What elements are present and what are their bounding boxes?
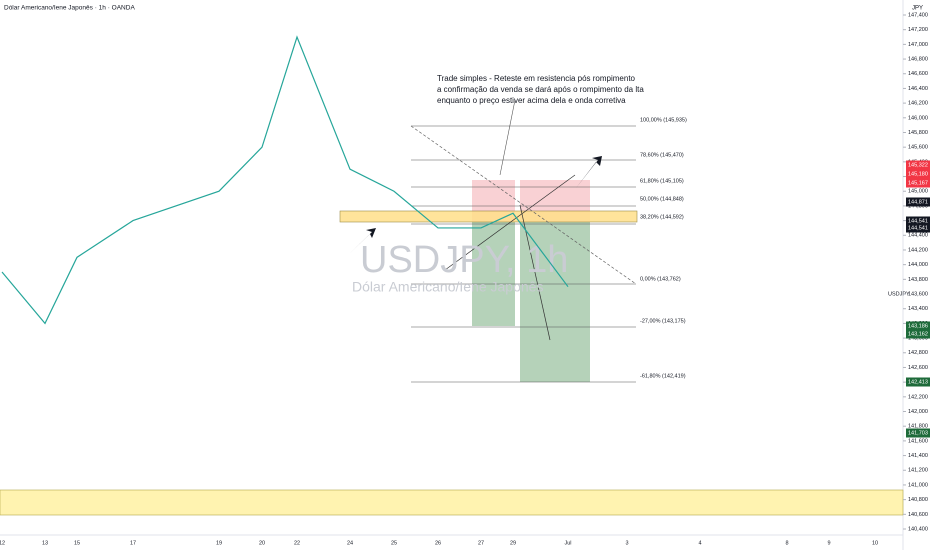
y-tick-label: 142,000 [908,409,928,415]
price-badge [906,223,930,233]
target-zone [520,222,590,382]
x-tick-label: 24 [347,540,353,546]
y-tick-label: 146,200 [908,101,928,107]
price-badge-label: 143,186 [908,323,928,329]
y-tick-label: 147,200 [908,27,928,33]
price-badge-label: 144,871 [908,199,928,205]
price-badge [906,329,930,339]
price-badge [906,169,930,179]
price-badge-label: 145,322 [908,162,928,168]
y-tick-label: 143,400 [908,306,928,312]
y-tick-label: 142,800 [908,350,928,356]
x-tick-label: 3 [625,540,628,546]
fib-label: -27,00% (143,175) [640,318,686,324]
y-tick-label: 142,200 [908,394,928,400]
arrow [349,228,376,254]
x-tick-label: 9 [827,540,830,546]
x-tick-label: 22 [294,540,300,546]
price-badge-label: 145,167 [908,180,928,186]
x-tick-label: 27 [478,540,484,546]
x-tick-label: 19 [216,540,222,546]
y-tick-label: 143,600 [908,291,928,297]
x-tick-label: 25 [391,540,397,546]
x-tick-label: 29 [510,540,516,546]
y-tick-label: 141,600 [908,438,928,444]
y-tick-label: 146,600 [908,71,928,77]
y-tick-label: 141,400 [908,453,928,459]
x-tick-label: 26 [435,540,441,546]
fib-label: 50,00% (144,848) [640,196,684,202]
y-tick-label: 141,200 [908,468,928,474]
support-zone [0,489,904,516]
fib-label: 38,20% (144,592) [640,214,684,220]
y-tick-label: 140,600 [908,512,928,518]
y-tick-label: 140,800 [908,497,928,503]
price-badge [906,160,930,170]
y-tick-label: 145,000 [908,189,928,195]
price-badge-label: 143,162 [908,331,928,337]
x-tick-label: 8 [785,540,788,546]
y-tick-label: 147,400 [908,12,928,18]
trend-line [444,174,576,271]
annotation-line: a confirmação da venda se dará após o ro… [437,85,644,94]
fib-lines [411,125,636,383]
fib-diagonal [410,125,637,285]
watermark-symbol: USDJPY, 1h [360,239,568,281]
fib-label: -61,80% (142,419) [640,373,686,379]
y-tick-label: 146,000 [908,115,928,121]
annotation-line: Trade simples - Reteste em resistencia p… [437,74,636,83]
price-badge [906,428,930,438]
x-tick-label: 13 [42,540,48,546]
arrow [576,156,602,188]
x-tick-label: 10 [872,540,878,546]
y-tick-label: 145,800 [908,130,928,136]
price-badge-label: 144,541 [908,225,928,231]
y-tick-label: 146,800 [908,57,928,63]
y-tick-label: 144,200 [908,247,928,253]
y-tick-label: 143,000 [908,336,928,342]
price-badge-label: 145,180 [908,171,928,177]
price-line [1,35,569,325]
y-tick-label: 143,800 [908,277,928,283]
watermark-name: Dólar Americano/Iene Japonês [352,279,543,295]
price-badge-label: 142,413 [908,379,928,385]
header-title: Dólar Americano/Iene Japonês · 1h · OAND… [4,5,135,12]
x-tick-label: 4 [698,540,701,546]
x-tick-label: 17 [130,540,136,546]
price-badge-label: 141,703 [908,430,928,436]
fib-label: 0,00% (143,762) [640,276,681,282]
x-tick-label: 15 [74,540,80,546]
annotation-line: enquanto o preço estiver acima dela e on… [437,96,626,105]
y-tick-label: 144,000 [908,262,928,268]
y-tick-label: 146,400 [908,86,928,92]
y-tick-label: 141,800 [908,424,928,430]
x-tick-label: 12 [0,540,5,546]
fib-label: 100,00% (145,935) [640,117,687,123]
price-badge-label: 144,541 [908,218,928,224]
price-badge [906,377,930,387]
price-badge [906,216,930,226]
x-tick-label: 20 [259,540,265,546]
x-tick-label: Jul [564,540,571,546]
fib-label: 61,80% (145,105) [640,178,684,184]
price-badge [906,197,930,207]
resistance-zone [339,210,638,223]
y-tick-label: 141,000 [908,482,928,488]
projection-line [519,204,551,341]
annotation-pointer [499,99,516,176]
symbol-label: USDJPY [888,291,910,297]
price-badge [906,178,930,188]
y-tick-label: 142,600 [908,365,928,371]
y-tick-label: 144,400 [908,233,928,239]
currency: JPY [912,6,923,12]
y-tick-label: 147,000 [908,42,928,48]
fib-label: 78,60% (145,470) [640,152,684,158]
y-tick-label: 145,600 [908,145,928,151]
target-zone [472,222,515,326]
y-tick-label: 140,400 [908,526,928,532]
price-badge [906,321,930,331]
